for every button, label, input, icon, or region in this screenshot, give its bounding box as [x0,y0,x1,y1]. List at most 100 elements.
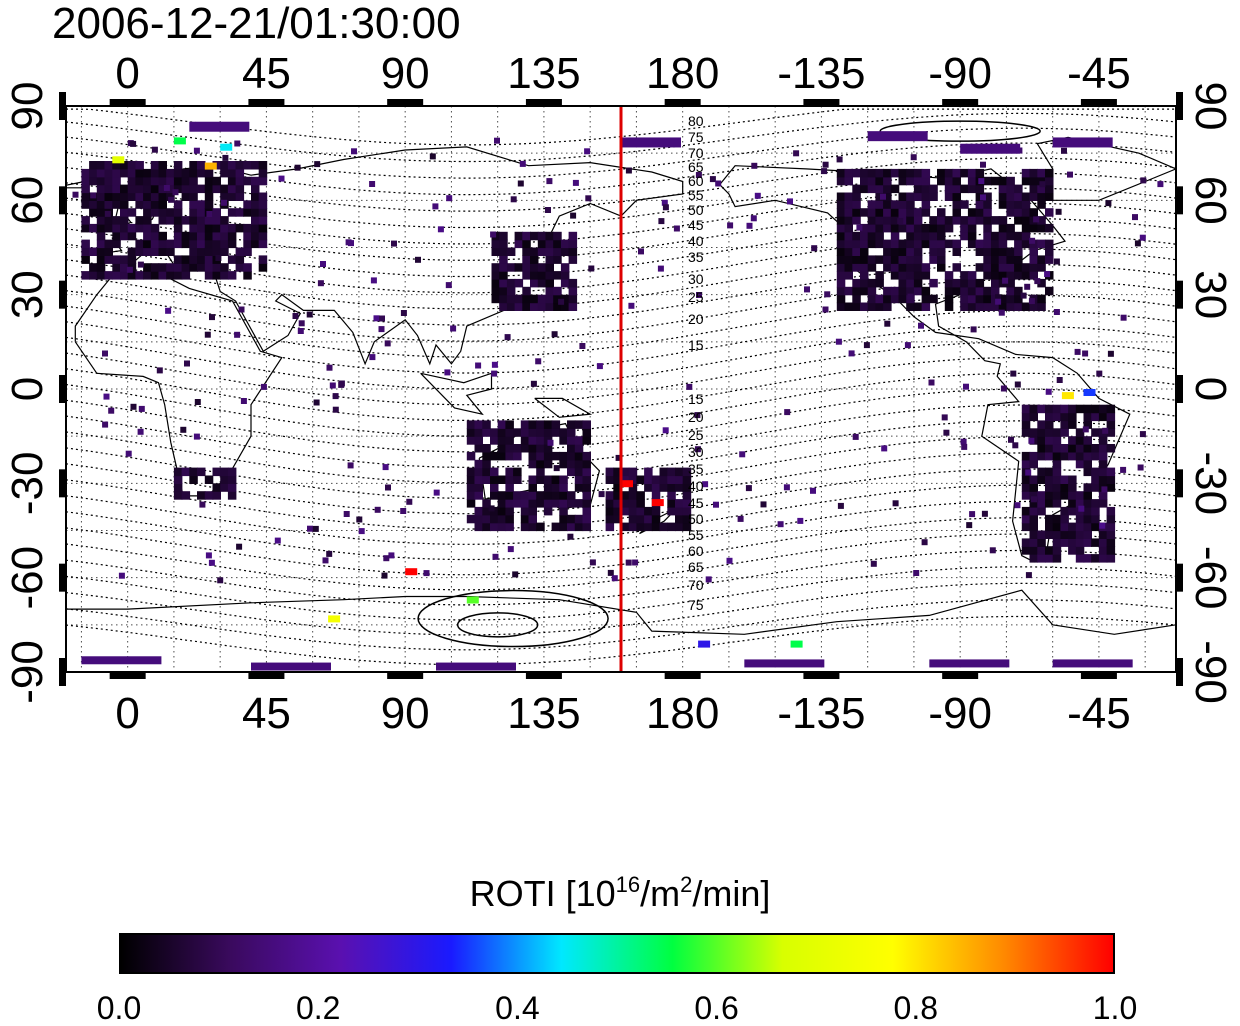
roti-cell [937,208,946,217]
roti-cell [1006,286,1015,296]
roti-cell [474,491,483,500]
roti-cell [960,216,969,225]
roti-cell [1037,538,1046,547]
roti-cell [852,433,859,440]
roti-cell [537,271,547,280]
roti-cell [212,247,221,256]
roti-cell [332,393,339,400]
roti-cell [89,208,98,217]
roti-cell [1068,506,1077,516]
roti-cell [1014,271,1023,280]
roti-cell [112,161,121,170]
roti-cell [1099,522,1106,529]
roti-cell [754,192,761,199]
roti-cell [1052,451,1062,461]
contour-label: 55 [688,187,704,203]
roti-cell [212,176,221,186]
roti-cell [520,506,530,516]
roti-cell [929,294,938,304]
roti-cell [867,200,877,209]
roti-cell [913,231,923,241]
coastline [1036,136,1176,201]
roti-cell [659,483,668,492]
roti-cell [913,239,923,249]
roti-cell [744,659,825,668]
left-lat-label: -60 [3,546,52,610]
roti-cell [574,451,584,461]
roti-cell [860,286,869,296]
roti-cell [127,176,137,186]
roti-cell [127,192,137,201]
roti-cell [127,271,137,280]
roti-cell [543,459,553,469]
roti-cell [297,328,304,334]
roti-cell [204,216,214,225]
roti-cell [613,467,622,477]
roti-cell [628,522,638,532]
roti-cell [258,192,268,201]
roti-cell [528,506,537,516]
roti-cell [611,575,618,582]
roti-cell [1028,298,1035,305]
roti-cell [898,176,907,186]
roti-cell [89,263,98,272]
roti-cell [1053,258,1060,265]
roti-cell [1106,444,1116,453]
roti-cell [1052,491,1062,500]
roti-cell [844,302,853,311]
roti-cell [514,294,524,304]
roti-cell [537,302,547,311]
roti-cell [243,271,252,280]
roti-cell [952,184,961,194]
roti-cell [960,302,969,311]
roti-cell [1039,181,1046,188]
roti-cell [127,223,137,233]
roti-cell [852,294,861,304]
roti-cell [995,298,1002,305]
roti-cell [158,216,167,225]
roti-cell [173,475,183,484]
top-lon-label: 135 [507,49,580,98]
roti-cell [499,247,508,256]
roti-cell [558,298,565,305]
roti-cell [913,223,923,233]
roti-cell [860,263,869,272]
roti-cell [1029,239,1038,249]
roti-cell [466,475,476,484]
roti-cell [967,168,977,178]
roti-cell [125,450,132,457]
contour-label: 65 [688,559,704,575]
roti-cell [482,444,491,453]
roti-cell [104,239,113,249]
roti-cell [235,168,245,178]
roti-cell [1014,263,1023,272]
roti-cell [522,247,531,256]
roti-cell [72,191,79,198]
roti-cell [906,263,915,272]
roti-cell [553,247,562,256]
bottom-tick [942,672,979,679]
roti-cell [907,293,914,300]
roti-cell [251,216,260,225]
roti-cell [1075,444,1085,453]
top-lon-label: 45 [242,49,291,98]
roti-cell [890,168,900,178]
roti-cell [258,255,268,264]
roti-cell [567,459,576,469]
contour-label: 65 [688,159,704,175]
roti-cell [243,208,252,217]
roti-cell [1068,412,1077,422]
roti-cell [898,247,907,256]
roti-cell [906,247,915,256]
roti-cell [860,255,869,264]
roti-cell [921,239,931,249]
top-lon-label: -135 [777,49,865,98]
roti-cell [836,216,846,225]
roti-cell [522,286,531,296]
roti-cell [1021,271,1031,280]
roti-cell [883,184,892,194]
roti-cell [913,192,923,201]
roti-cell [243,263,252,272]
coastline [66,589,1176,635]
roti-cell [491,361,498,368]
